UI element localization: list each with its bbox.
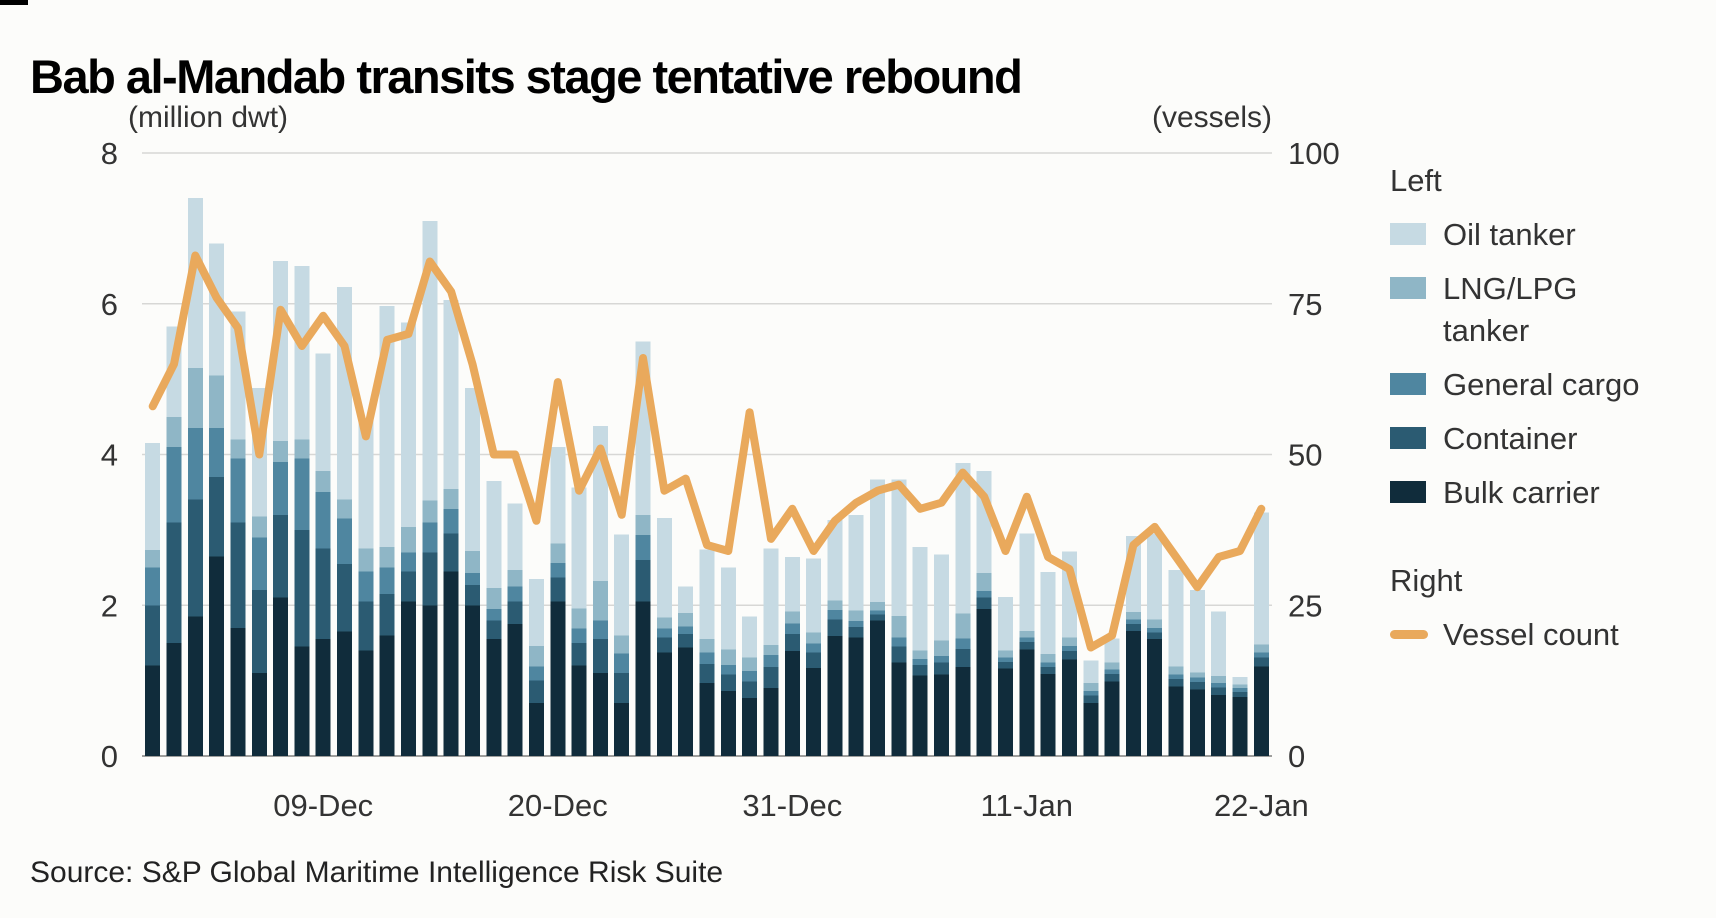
oil-tanker-swatch-icon: [1390, 223, 1426, 245]
x-axis-tick-label: 20-Dec: [508, 788, 608, 823]
stacked-bar: [187, 198, 203, 756]
bulk-carrier-swatch-icon: [1390, 481, 1426, 503]
stacked-bar: [486, 480, 502, 756]
legend-item-label: LNG/LPG tanker: [1443, 271, 1578, 348]
stacked-bar: [166, 326, 182, 756]
right-axis-tick-label: 25: [1288, 588, 1322, 623]
stacked-bar: [1253, 512, 1269, 756]
legend-item-bulk-carrier: Bulk carrier: [1390, 472, 1640, 514]
stacked-bar: [294, 266, 310, 756]
top-left-rule: [0, 0, 28, 5]
x-axis-tick-label: 31-Dec: [742, 788, 842, 823]
source-attribution: Source: S&P Global Maritime Intelligence…: [30, 856, 724, 889]
right-axis-tick-label: 100: [1288, 136, 1340, 171]
left-axis-tick-label: 6: [101, 287, 118, 322]
stacked-bar: [1083, 660, 1099, 756]
right-axis-tick-label: 75: [1288, 287, 1322, 322]
stacked-bar: [848, 514, 864, 756]
stacked-bar: [464, 388, 480, 756]
stacked-bar: [763, 548, 779, 756]
stacked-bar: [870, 479, 886, 756]
stacked-bar: [315, 353, 331, 756]
legend-item-label: Vessel count: [1443, 617, 1619, 652]
stacked-bar: [955, 462, 971, 756]
legend: Left Oil tanker LNG/LPG tanker General c…: [1390, 160, 1640, 668]
stacked-bar: [528, 578, 544, 756]
x-axis-tick-label: 09-Dec: [273, 788, 373, 823]
vessel-count-line-swatch-icon: [1390, 630, 1428, 639]
stacked-bar: [1061, 551, 1077, 756]
stacked-bar: [145, 443, 161, 756]
legend-item-vessel-count: Vessel count: [1390, 614, 1640, 656]
right-axis-tick-label: 50: [1288, 438, 1322, 473]
stacked-bar: [784, 557, 800, 756]
legend-item-container: Container: [1390, 418, 1640, 460]
stacked-bar: [1019, 533, 1035, 756]
left-axis-tick-label: 4: [101, 438, 118, 473]
right-axis-title: (vessels): [1151, 101, 1272, 134]
lng-lpg-swatch-icon: [1390, 277, 1426, 299]
stacked-bar: [443, 299, 459, 756]
stacked-bar: [934, 554, 950, 756]
left-axis-tick-label: 2: [101, 588, 118, 623]
stacked-bar: [656, 517, 672, 756]
legend-item-label: Container: [1443, 421, 1578, 456]
stacked-bar: [571, 487, 587, 756]
stacked-bar: [806, 558, 822, 756]
right-axis-tick-label: 0: [1288, 739, 1305, 774]
stacked-bar: [720, 567, 736, 756]
stacked-bar: [1040, 572, 1056, 756]
legend-right-heading: Right: [1390, 563, 1463, 598]
stacked-bar: [1232, 676, 1248, 756]
container-swatch-icon: [1390, 427, 1426, 449]
stacked-bar: [1211, 611, 1227, 756]
stacked-bar: [827, 520, 843, 756]
bars-layer: [145, 198, 1269, 756]
stacked-bar: [422, 220, 438, 756]
stacked-bar: [507, 503, 523, 756]
legend-item-oil-tanker: Oil tanker: [1390, 214, 1640, 256]
stacked-bar: [358, 419, 374, 756]
stacked-bar: [997, 596, 1013, 756]
legend-left-heading: Left: [1390, 163, 1442, 198]
left-axis-title: (million dwt): [128, 101, 289, 134]
stacked-bar: [209, 243, 225, 756]
left-axis-tick-label: 8: [101, 136, 118, 171]
legend-item-label: Oil tanker: [1443, 217, 1576, 252]
x-axis-tick-label: 22-Jan: [1214, 788, 1309, 823]
stacked-bar: [678, 586, 694, 756]
stacked-bar: [912, 547, 928, 756]
stacked-bar: [1147, 533, 1163, 756]
stacked-bar: [550, 446, 566, 756]
stacked-bar: [614, 534, 630, 756]
stacked-bar: [1189, 590, 1205, 756]
stacked-bar: [742, 616, 758, 756]
legend-item-label: Bulk carrier: [1443, 475, 1600, 510]
legend-item-lng-lpg-tanker: LNG/LPG tanker: [1390, 268, 1640, 352]
stacked-bar: [273, 260, 289, 756]
stacked-bar: [891, 479, 907, 756]
x-axis-labels: 09-Dec 20-Dec 31-Dec 11-Jan 22-Jan: [273, 788, 1308, 823]
page-title: Bab al-Mandab transits stage tentative r…: [30, 50, 1023, 104]
stacked-bar: [1104, 638, 1120, 756]
stacked-bar: [1168, 569, 1184, 756]
left-axis-tick-label: 0: [101, 739, 118, 774]
x-axis-tick-label: 11-Jan: [981, 788, 1074, 823]
legend-item-general-cargo: General cargo: [1390, 364, 1640, 406]
stacked-bar: [379, 306, 395, 756]
legend-item-label: General cargo: [1443, 367, 1640, 402]
vessel-count-line: [148, 251, 1266, 652]
general-cargo-swatch-icon: [1390, 373, 1426, 395]
stacked-bar: [401, 322, 417, 756]
stacked-bar: [699, 549, 715, 756]
